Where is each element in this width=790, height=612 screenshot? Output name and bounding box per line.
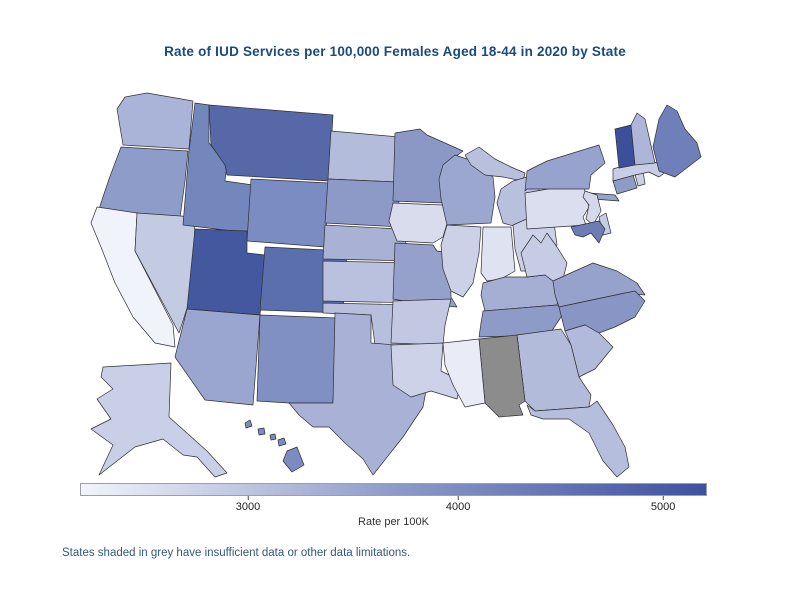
page-title: Rate of IUD Services per 100,000 Females… xyxy=(164,44,626,59)
state-AR[interactable] xyxy=(390,298,452,346)
state-GA[interactable] xyxy=(516,328,592,412)
state-IA[interactable] xyxy=(388,202,450,244)
tick-label: 3000 xyxy=(235,501,261,513)
state-NH[interactable] xyxy=(630,112,656,166)
state-WV[interactable] xyxy=(520,232,568,288)
state-LA[interactable] xyxy=(390,342,462,400)
tick-mark xyxy=(247,496,249,500)
state-WY[interactable] xyxy=(246,178,330,248)
grey-states-footnote: States shaded in grey have insufficient … xyxy=(62,547,411,559)
legend-tick-3000: 3000 xyxy=(236,496,260,513)
color-scale-axis-label: Rate per 100K xyxy=(358,516,429,528)
state-UT[interactable] xyxy=(186,228,266,316)
us-choropleth-map xyxy=(90,92,702,478)
state-ME[interactable] xyxy=(652,104,702,178)
tick-label: 4000 xyxy=(445,501,471,513)
state-MD[interactable] xyxy=(570,220,606,244)
tick-mark xyxy=(662,496,664,500)
state-HI[interactable] xyxy=(244,419,305,473)
legend-tick-4000: 4000 xyxy=(446,496,470,513)
state-MO[interactable] xyxy=(392,242,458,308)
legend-tick-5000: 5000 xyxy=(651,496,675,513)
state-IN[interactable] xyxy=(480,226,516,282)
color-scale-ticks: 3000 4000 5000 xyxy=(80,496,707,520)
state-ID[interactable] xyxy=(182,102,254,234)
state-VA[interactable] xyxy=(552,262,646,308)
state-FL[interactable] xyxy=(526,400,630,478)
state-ND[interactable] xyxy=(327,130,400,183)
state-MS[interactable] xyxy=(442,338,486,408)
state-NJ[interactable] xyxy=(582,190,602,226)
tick-mark xyxy=(457,496,459,500)
state-NM[interactable] xyxy=(256,314,338,404)
state-WA[interactable] xyxy=(116,92,194,150)
state-AK[interactable] xyxy=(90,362,228,478)
color-scale-bar xyxy=(80,483,707,496)
tick-label: 5000 xyxy=(650,501,676,513)
state-AZ[interactable] xyxy=(174,308,261,406)
state-MI[interactable] xyxy=(464,146,544,228)
state-MT[interactable] xyxy=(208,104,334,182)
state-AL[interactable] xyxy=(478,334,526,418)
state-IL[interactable] xyxy=(440,224,482,298)
